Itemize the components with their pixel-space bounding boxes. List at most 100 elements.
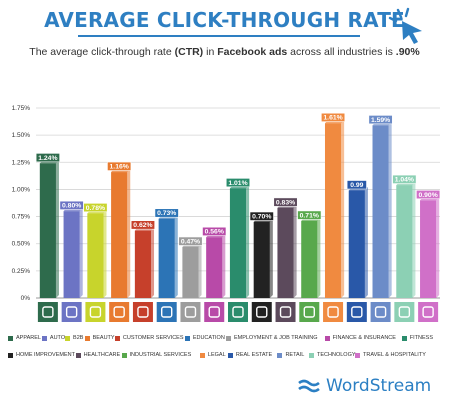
value-label: 1.24% bbox=[38, 155, 57, 162]
bar bbox=[229, 188, 247, 298]
bar bbox=[420, 200, 437, 298]
legend-label: TECHNOLOGY bbox=[317, 352, 356, 358]
house-icon bbox=[351, 306, 363, 318]
legend-label: EMPLOYMENT & JOB TRAINING bbox=[233, 335, 318, 341]
value-label-bg bbox=[178, 236, 203, 246]
headset-icon-box bbox=[132, 302, 153, 322]
value-label-bg bbox=[130, 220, 155, 230]
bar-side bbox=[151, 227, 155, 298]
legend-item: RETAIL bbox=[277, 352, 304, 358]
house-icon-box bbox=[346, 302, 367, 322]
bar-side bbox=[293, 204, 297, 298]
legend-swatch bbox=[227, 352, 233, 358]
value-label-bg bbox=[154, 208, 179, 218]
value-label-bg bbox=[416, 189, 441, 200]
legend-item: LEGAL bbox=[199, 352, 226, 358]
factory-icon-box bbox=[299, 302, 320, 322]
tools-icon-box bbox=[251, 302, 272, 322]
value-label: 1.01% bbox=[228, 180, 247, 187]
bar bbox=[396, 185, 413, 298]
value-label: 0.62% bbox=[133, 222, 152, 229]
laptop-icon-box bbox=[394, 302, 415, 322]
handshake-icon bbox=[89, 306, 102, 318]
bar bbox=[253, 222, 270, 298]
bar bbox=[324, 123, 342, 298]
bar-side bbox=[103, 210, 107, 298]
bar bbox=[348, 190, 365, 298]
value-label: 0.99 bbox=[350, 182, 363, 189]
tools-icon bbox=[256, 306, 268, 318]
legend-label: HOME IMPROVEMENT bbox=[16, 352, 75, 358]
value-label: 0.78% bbox=[86, 205, 105, 212]
bar-side bbox=[317, 217, 321, 298]
car-icon-box bbox=[61, 302, 82, 322]
legend-label: TRAVEL & HOSPITALITY bbox=[363, 352, 426, 358]
bar-side bbox=[55, 160, 59, 298]
legend-swatch bbox=[114, 335, 120, 341]
value-label: 1.16% bbox=[110, 164, 129, 171]
bar bbox=[63, 211, 80, 298]
value-label: 0.80% bbox=[62, 203, 81, 210]
value-label-bg bbox=[249, 211, 274, 221]
legend-item: FINANCE & INSURANCE bbox=[324, 335, 396, 341]
legend-label: LEGAL bbox=[207, 352, 226, 358]
shirt-icon bbox=[42, 306, 54, 318]
legend-swatch bbox=[8, 352, 13, 358]
legend-swatch bbox=[355, 352, 360, 358]
value-label: 0.73% bbox=[157, 210, 176, 217]
legend-item: CUSTOMER SERVICES bbox=[114, 335, 184, 341]
legend-label: INDUSTRIAL SERVICES bbox=[129, 352, 192, 358]
hairdryer-icon bbox=[113, 306, 125, 318]
legend-label: APPAREL bbox=[16, 335, 41, 341]
dumbbell-icon bbox=[232, 306, 244, 318]
firstaid-icon bbox=[279, 306, 292, 318]
firstaid-icon-box bbox=[275, 302, 296, 322]
bar-side bbox=[341, 120, 345, 298]
value-label: 1.61% bbox=[323, 115, 342, 122]
y-tick-label: 1.25% bbox=[12, 159, 31, 166]
value-label: 0.90% bbox=[418, 192, 437, 199]
factory-icon bbox=[303, 306, 315, 318]
value-label: 0.70% bbox=[252, 214, 271, 221]
bar-side bbox=[222, 234, 226, 298]
gavel-icon bbox=[327, 306, 339, 318]
page-title: AVERAGE CLICK-THROUGH RATE bbox=[44, 8, 405, 32]
value-label-bg bbox=[273, 197, 298, 207]
value-label-bg bbox=[346, 180, 367, 190]
book-icon-box bbox=[156, 302, 177, 322]
dollar-icon bbox=[208, 306, 220, 318]
title-underline bbox=[78, 35, 360, 37]
legend-swatch bbox=[41, 335, 47, 341]
map-pin-icon-box bbox=[418, 302, 439, 322]
bar bbox=[277, 207, 294, 298]
legend-item: REAL ESTATE bbox=[227, 352, 273, 358]
bar-side bbox=[79, 208, 83, 298]
gavel-icon-box bbox=[323, 302, 344, 322]
value-label-bg bbox=[368, 115, 393, 125]
legend-swatch bbox=[8, 335, 13, 341]
y-tick-label: 0.25% bbox=[12, 268, 31, 275]
y-tick-label: 0% bbox=[21, 295, 31, 302]
bar bbox=[134, 230, 152, 298]
legend-swatch bbox=[324, 335, 330, 341]
tag-icon-box bbox=[370, 302, 391, 322]
legend-label: B2B bbox=[73, 335, 84, 341]
y-tick-label: 1.50% bbox=[12, 132, 31, 139]
legend-swatch bbox=[401, 335, 407, 341]
value-label: 0.83% bbox=[276, 199, 295, 206]
laptop-icon bbox=[398, 306, 411, 318]
briefcase-icon-box bbox=[180, 302, 201, 322]
legend-item: TECHNOLOGY bbox=[309, 352, 356, 358]
bar-side bbox=[436, 197, 440, 298]
bar bbox=[301, 220, 318, 298]
briefcase-icon bbox=[184, 306, 197, 318]
book-icon bbox=[161, 306, 173, 318]
legend-label: REAL ESTATE bbox=[235, 352, 273, 358]
wave-icon bbox=[298, 379, 320, 393]
legend-swatch bbox=[225, 335, 231, 341]
value-label-bg bbox=[202, 226, 227, 236]
legend-label: FINANCE & INSURANCE bbox=[332, 335, 396, 341]
value-label-bg bbox=[321, 112, 346, 122]
legend-label: RETAIL bbox=[285, 352, 305, 358]
